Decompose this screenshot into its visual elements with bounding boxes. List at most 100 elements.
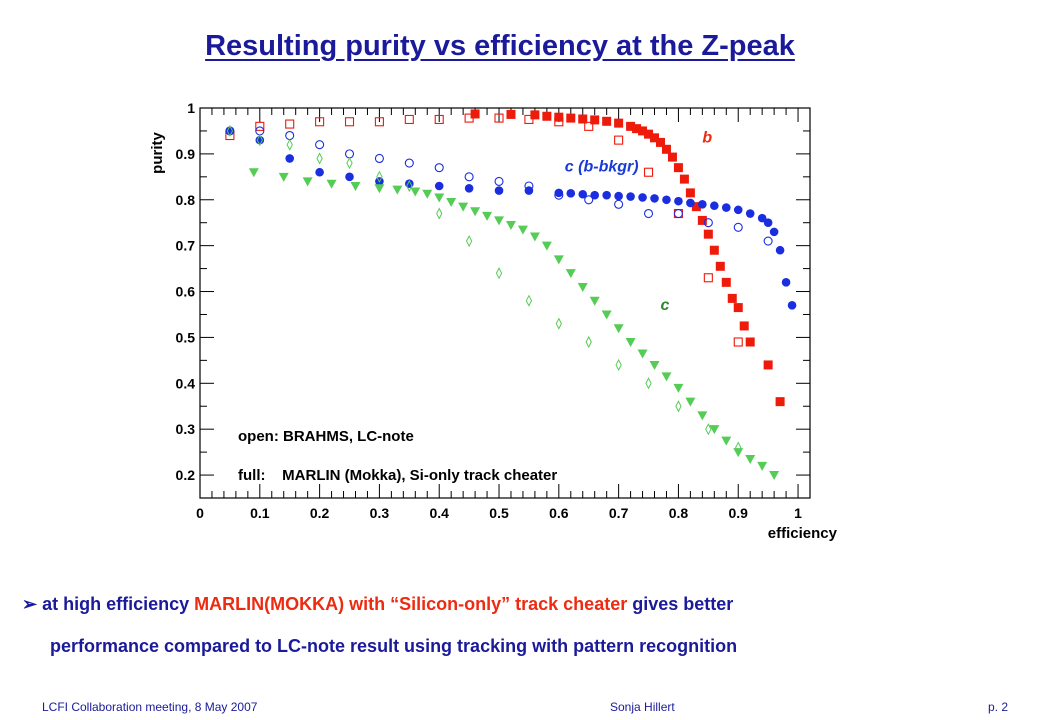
data-point [625,338,636,347]
data-point [769,471,780,481]
series-0 [470,109,785,407]
data-point [626,121,636,131]
data-point [524,114,534,125]
data-point [446,198,457,208]
series-annotation: c (b-bkgr) [565,158,639,175]
data-point [585,335,592,349]
data-point [374,184,385,194]
data-point [667,152,677,162]
data-point [256,134,263,147]
y-tick-label: 0.9 [176,146,196,162]
data-point [685,188,695,198]
data-point [763,360,773,370]
data-point [703,218,713,228]
data-point [703,229,713,239]
data-point [226,124,234,138]
data-point [315,140,325,150]
data-point [566,189,576,198]
data-point [733,337,743,347]
data-point [705,423,712,436]
data-point [733,205,743,215]
data-point [494,186,504,195]
data-point [542,111,552,121]
data-point [470,109,480,119]
legend-line-full: full: MARLIN (Mokka), Si-only track chea… [238,467,557,484]
data-point [554,188,564,198]
y-tick-label: 0.4 [176,375,196,391]
data-point [494,113,504,123]
data-point [374,117,384,127]
data-point [326,179,337,189]
data-point [470,207,481,217]
data-point [404,114,414,125]
data-point [662,195,671,205]
data-point [554,117,564,127]
y-tick-label: 0.7 [176,238,196,254]
data-point [661,372,672,382]
data-point [517,225,528,235]
data-point [697,411,708,421]
data-point [590,190,600,200]
data-point [614,118,624,128]
data-point [710,201,719,211]
data-point [645,377,652,390]
y-tick-label: 0.3 [176,421,196,437]
data-point [733,222,743,232]
bullet-text-highlight: MARLIN(MOKKA) with “Silicon-only” track … [194,594,628,614]
data-point [626,192,635,201]
y-axis-label: purity [149,132,166,174]
x-tick-label: 0.4 [429,505,449,521]
data-point [315,167,324,177]
data-point [735,441,742,454]
bullet-text-part1: at high efficiency [42,594,190,614]
data-point [345,172,354,182]
data-point [434,114,444,125]
data-point [781,278,791,287]
data-point [638,193,647,202]
data-point [344,149,355,159]
series-annotation: c [660,297,669,314]
slide-title: Resulting purity vs efficiency at the Z-… [205,30,795,62]
data-point [698,200,707,209]
data-point [590,115,600,125]
axis-ticks [199,107,810,499]
data-point [775,397,785,407]
data-point [554,190,564,200]
y-tick-labels: 0.2 0.3 0.4 0.5 0.6 0.7 0.8 0.9 1 [176,100,196,483]
data-point [464,113,474,123]
data-point [601,310,612,320]
data-point [434,163,444,173]
data-point [745,209,755,218]
footer-center: Sonja Hillert [610,700,675,714]
data-point [703,273,713,283]
data-point [406,179,413,193]
legend-line-open: open: BRAHMS, LC-note [238,428,414,445]
x-tick-label: 0.7 [609,505,629,521]
plot-frame [199,107,811,499]
data-point [745,337,755,347]
data-point [739,321,749,331]
data-point [615,358,622,372]
data-point [614,135,624,145]
data-point [577,282,588,292]
data-point [434,193,445,203]
bullet-text-part3: gives better [632,594,734,614]
data-point [673,208,683,219]
data-point [578,189,588,199]
data-point [248,168,259,178]
x-tick-label: 0 [196,505,204,521]
data-point [589,296,600,306]
data-point [632,124,642,134]
data-point [524,186,534,195]
data-point [506,109,516,119]
data-point [584,195,594,205]
data-point [465,234,473,248]
data-point [769,227,779,237]
data-point [614,191,623,201]
data-point [505,221,516,230]
bullet-line-2: performance compared to LC-note result u… [50,636,738,656]
data-point [524,181,534,191]
data-point [643,167,654,177]
data-point [286,138,293,151]
data-point [376,170,383,183]
